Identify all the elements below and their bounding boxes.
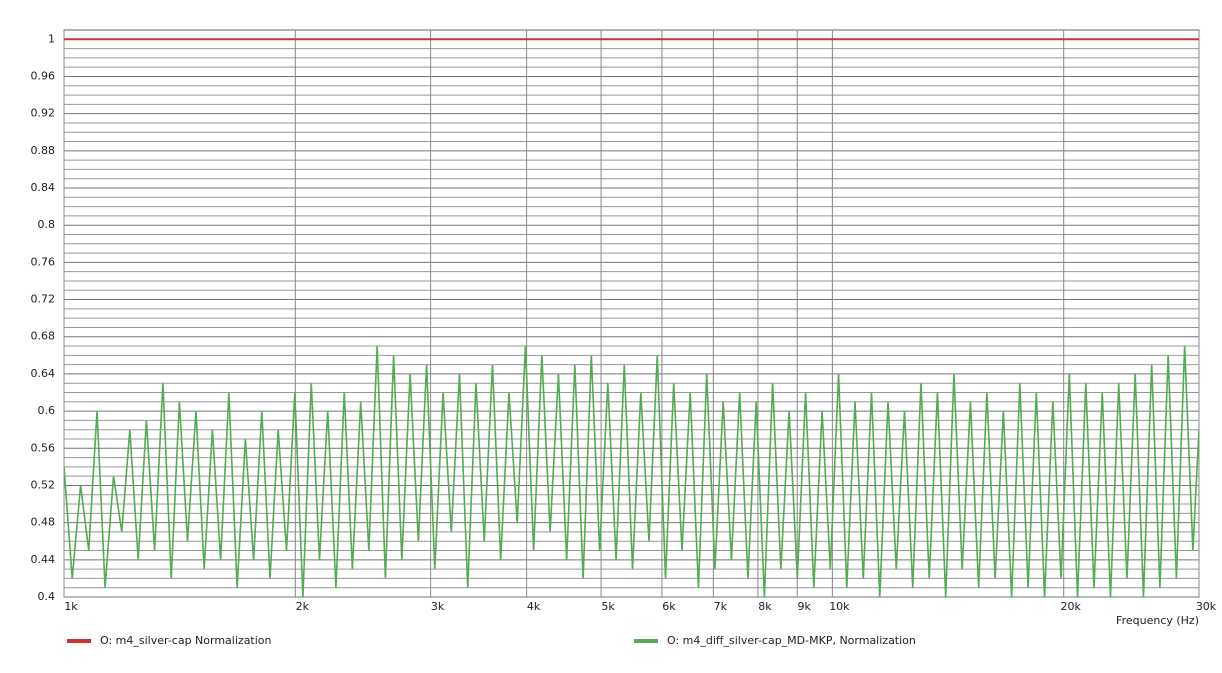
- y-tick-label: 0.64: [31, 367, 56, 380]
- x-tick-label: 3k: [431, 600, 445, 613]
- y-tick-label: 0.48: [31, 516, 56, 529]
- legend-swatch: [634, 639, 658, 643]
- y-tick-label: 0.52: [31, 478, 56, 491]
- x-tick-label: 20k: [1061, 600, 1082, 613]
- y-tick-label: 0.84: [31, 181, 56, 194]
- x-tick-label: 4k: [527, 600, 541, 613]
- y-tick-label: 0.56: [31, 441, 56, 454]
- y-tick-label: 0.4: [38, 590, 56, 603]
- plot-area: [63, 29, 1200, 598]
- y-tick-label: 0.72: [31, 293, 56, 306]
- x-axis-label: Frequency (Hz): [1116, 614, 1199, 627]
- y-tick-label: 0.68: [31, 330, 56, 343]
- x-tick-label: 8k: [758, 600, 772, 613]
- y-tick-label: 0.8: [38, 218, 56, 231]
- x-tick-label: 7k: [714, 600, 728, 613]
- legend-label: O: m4_silver-cap Normalization: [100, 634, 272, 647]
- x-tick-label: 1k: [64, 600, 78, 613]
- x-tick-label: 2k: [296, 600, 310, 613]
- x-tick-label: 10k: [829, 600, 850, 613]
- y-tick-label: 0.88: [31, 144, 56, 157]
- series-group: [64, 38, 1199, 597]
- series-line: [64, 345, 1199, 597]
- x-tick-label: 6k: [662, 600, 676, 613]
- x-tick-label: 30k: [1196, 600, 1217, 613]
- y-tick-label: 0.92: [31, 107, 56, 120]
- x-tick-label: 9k: [798, 600, 812, 613]
- x-tick-label: 5k: [601, 600, 615, 613]
- legend-label: O: m4_diff_silver-cap_MD-MKP, Normalizat…: [667, 634, 916, 647]
- y-tick-label: 0.96: [31, 69, 56, 82]
- y-tick-label: 0.76: [31, 255, 56, 268]
- y-tick-label: 0.44: [31, 553, 56, 566]
- legend-swatch: [67, 639, 91, 643]
- y-tick-label: 1: [48, 32, 55, 45]
- y-tick-label: 0.6: [38, 404, 56, 417]
